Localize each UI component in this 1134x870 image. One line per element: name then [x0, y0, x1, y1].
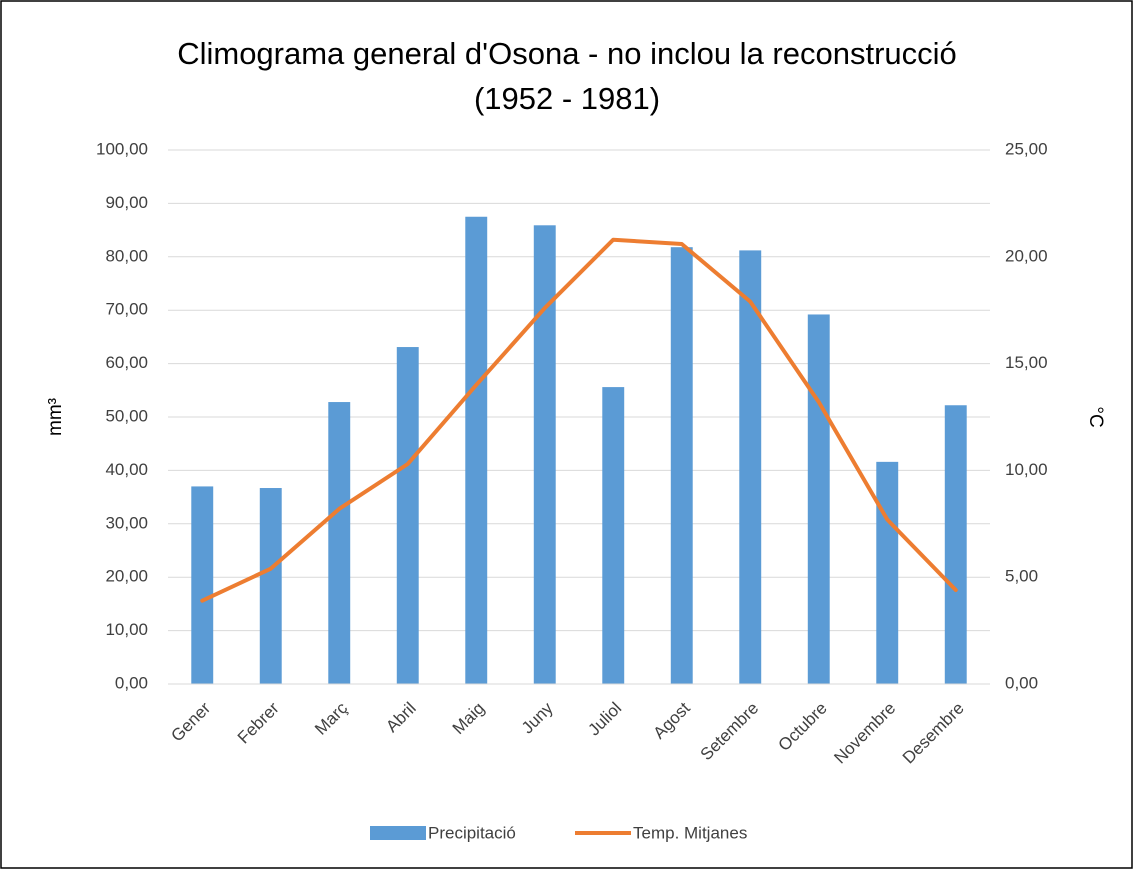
bar [191, 486, 214, 684]
y2-tick-label: 0,00 [1005, 673, 1038, 692]
y-tick-label: 80,00 [105, 246, 148, 265]
y-tick-label: 30,00 [105, 513, 148, 532]
bar [533, 225, 556, 684]
y2-tick-label: 10,00 [1005, 460, 1048, 479]
y2-tick-label: 25,00 [1005, 139, 1048, 158]
y-tick-label: 90,00 [105, 193, 148, 212]
y2-axis-label: °C [1085, 406, 1106, 427]
bar [396, 347, 419, 684]
y-tick-label: 100,00 [96, 139, 148, 158]
y2-tick-label: 15,00 [1005, 353, 1048, 372]
bar [739, 250, 762, 684]
bar [328, 402, 351, 684]
y2-tick-label: 5,00 [1005, 567, 1038, 586]
y-tick-label: 50,00 [105, 406, 148, 425]
bar [602, 387, 625, 684]
legend-label: Precipitació [428, 823, 516, 842]
legend-swatch [370, 826, 426, 840]
bar [259, 488, 282, 684]
chart-title: Climograma general d'Osona - no inclou l… [177, 36, 957, 71]
y-tick-label: 20,00 [105, 567, 148, 586]
y-tick-label: 40,00 [105, 460, 148, 479]
bar [670, 247, 693, 685]
y-axis-label: mm³ [45, 398, 66, 436]
chart-title: (1952 - 1981) [474, 81, 660, 116]
legend-label: Temp. Mitjanes [633, 823, 747, 842]
bar [944, 405, 967, 684]
y-tick-label: 70,00 [105, 300, 148, 319]
bar [465, 216, 488, 684]
y-tick-label: 60,00 [105, 353, 148, 372]
bar [876, 461, 899, 684]
bar [807, 314, 830, 684]
y2-tick-label: 20,00 [1005, 246, 1048, 265]
y-tick-label: 0,00 [115, 673, 148, 692]
y-tick-label: 10,00 [105, 620, 148, 639]
line [200, 237, 958, 603]
